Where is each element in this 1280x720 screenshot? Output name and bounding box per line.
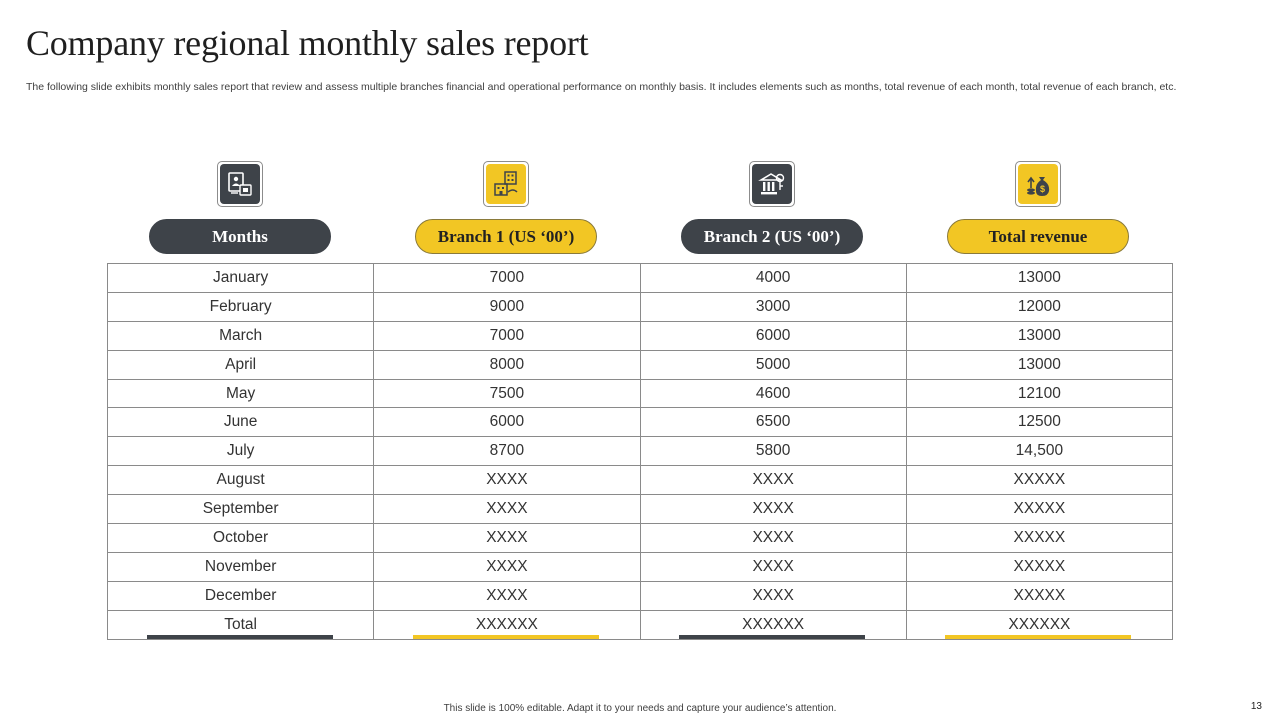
table-row: December XXXX XXXX XXXXX xyxy=(106,580,1174,611)
table-row: November XXXX XXXX XXXXX xyxy=(106,551,1174,582)
branch2-icon-tile xyxy=(749,161,795,207)
cell-month: November xyxy=(106,551,375,582)
cell-branch2: XXXX xyxy=(639,494,907,525)
cell-branch1: 6000 xyxy=(373,407,641,438)
cell-total: XXXXX xyxy=(905,465,1174,496)
branch1-icon-tile xyxy=(483,161,529,207)
svg-text:$: $ xyxy=(1040,184,1045,194)
cell-branch2: 4000 xyxy=(639,263,907,293)
cell-total: 13000 xyxy=(905,349,1174,380)
branch2-underline xyxy=(679,635,865,639)
cell-branch1: 8000 xyxy=(373,349,641,380)
total-revenue-icon-tile: $ xyxy=(1015,161,1061,207)
cell-total: XXXXXX xyxy=(905,609,1174,640)
cell-branch2: XXXX xyxy=(639,580,907,611)
cell-branch2: 6000 xyxy=(639,320,907,351)
footer-note: This slide is 100% editable. Adapt it to… xyxy=(443,703,837,714)
table-row: January 7000 4000 13000 xyxy=(106,263,1174,293)
page-number: 13 xyxy=(1250,701,1262,712)
money-bag-icon: $ xyxy=(1027,176,1050,196)
table-row: February 9000 3000 12000 xyxy=(106,291,1174,322)
cell-total: XXXXX xyxy=(905,551,1174,582)
table-row: September XXXX XXXX XXXXX xyxy=(106,494,1174,525)
header-total-revenue: Total revenue xyxy=(947,219,1129,254)
header-branch1: Branch 1 (US ‘00’) xyxy=(415,219,597,254)
cell-month: September xyxy=(106,494,375,525)
cell-branch1: 9000 xyxy=(373,291,641,322)
months-icon-tile xyxy=(217,161,263,207)
header-months: Months xyxy=(149,219,331,254)
cell-branch2: 4600 xyxy=(639,378,907,409)
cell-month: April xyxy=(106,349,375,380)
cell-total: 13000 xyxy=(905,263,1174,293)
table-row: April 8000 5000 13000 xyxy=(106,349,1174,380)
cell-branch2: 6500 xyxy=(639,407,907,438)
cell-total: 13000 xyxy=(905,320,1174,351)
cell-month: January xyxy=(106,263,375,293)
cell-branch1: 8700 xyxy=(373,436,641,467)
branch1-underline xyxy=(413,635,599,639)
cell-branch1: XXXX xyxy=(373,465,641,496)
cell-month: June xyxy=(106,407,375,438)
cell-branch1: 7500 xyxy=(373,378,641,409)
cell-branch2: 3000 xyxy=(639,291,907,322)
buildings-icon xyxy=(494,171,518,196)
cell-total: 12000 xyxy=(905,291,1174,322)
cell-month: August xyxy=(106,465,375,496)
cell-month: October xyxy=(106,523,375,553)
header-branch2: Branch 2 (US ‘00’) xyxy=(681,219,863,254)
cell-month: May xyxy=(106,378,375,409)
slide-title: Company regional monthly sales report xyxy=(26,23,589,63)
calendar-person-icon xyxy=(228,172,252,196)
cell-total: 12100 xyxy=(905,378,1174,409)
cell-total: 14,500 xyxy=(905,436,1174,467)
cell-total: XXXXX xyxy=(905,580,1174,611)
slide-subtitle: The following slide exhibits monthly sal… xyxy=(26,81,1177,93)
cell-branch2: 5000 xyxy=(639,349,907,380)
cell-branch2: XXXX xyxy=(639,523,907,553)
cell-branch1: 7000 xyxy=(373,263,641,293)
cell-branch2: 5800 xyxy=(639,436,907,467)
table-row: July 8700 5800 14,500 xyxy=(106,436,1174,467)
cell-month: March xyxy=(106,320,375,351)
sales-table: January 7000 4000 13000 February 9000 3000 1200… xyxy=(106,263,1174,640)
cell-branch1: XXXX xyxy=(373,551,641,582)
cell-branch1: XXXX xyxy=(373,523,641,553)
cell-total: XXXXX xyxy=(905,523,1174,553)
cell-branch1: XXXX xyxy=(373,494,641,525)
table-row: May 7500 4600 12100 xyxy=(106,378,1174,409)
bank-icon xyxy=(758,173,785,195)
months-underline xyxy=(147,635,333,639)
table-row: October XXXX XXXX XXXXX xyxy=(106,523,1174,553)
table-row: August XXXX XXXX XXXXX xyxy=(106,465,1174,496)
table-row: March 7000 6000 13000 xyxy=(106,320,1174,351)
cell-total: XXXXX xyxy=(905,494,1174,525)
total-revenue-underline xyxy=(945,635,1131,639)
cell-branch2: XXXX xyxy=(639,465,907,496)
cell-month: December xyxy=(106,580,375,611)
cell-branch1: XXXXXX xyxy=(373,609,641,640)
cell-month: February xyxy=(106,291,375,322)
cell-branch2: XXXX xyxy=(639,551,907,582)
cell-total: 12500 xyxy=(905,407,1174,438)
cell-month: July xyxy=(106,436,375,467)
table-row: June 6000 6500 12500 xyxy=(106,407,1174,438)
table-total-row: Total XXXXXX XXXXXX XXXXXX xyxy=(106,609,1174,640)
cell-branch1: 7000 xyxy=(373,320,641,351)
cell-branch1: XXXX xyxy=(373,580,641,611)
